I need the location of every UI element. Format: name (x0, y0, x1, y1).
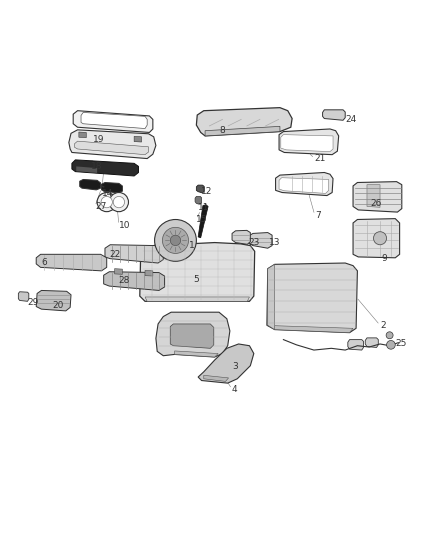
Polygon shape (281, 135, 333, 151)
Text: 9: 9 (381, 254, 387, 263)
Polygon shape (196, 185, 204, 193)
Text: 12: 12 (201, 187, 212, 196)
Polygon shape (195, 197, 201, 204)
Polygon shape (156, 312, 230, 357)
Circle shape (170, 235, 181, 246)
Polygon shape (81, 112, 147, 128)
Text: 21: 21 (315, 154, 326, 163)
Polygon shape (275, 326, 353, 333)
Text: 19: 19 (93, 135, 104, 144)
Polygon shape (155, 243, 197, 255)
Text: 18: 18 (91, 162, 102, 171)
Circle shape (155, 220, 196, 261)
Polygon shape (74, 141, 148, 155)
Circle shape (101, 197, 113, 208)
Polygon shape (170, 324, 214, 349)
Polygon shape (353, 219, 399, 258)
Text: 27: 27 (95, 202, 106, 211)
Text: 15: 15 (196, 215, 208, 224)
Text: 24: 24 (345, 115, 357, 124)
Text: 28: 28 (118, 276, 129, 285)
Text: 26: 26 (371, 199, 382, 208)
Polygon shape (69, 130, 156, 158)
Text: 5: 5 (193, 275, 199, 284)
Polygon shape (102, 182, 122, 193)
Circle shape (110, 192, 128, 212)
Polygon shape (322, 110, 345, 120)
Text: 8: 8 (219, 126, 225, 135)
Text: 3: 3 (232, 362, 238, 371)
Polygon shape (367, 184, 380, 207)
Polygon shape (204, 375, 229, 382)
Polygon shape (196, 108, 292, 136)
Text: 29: 29 (28, 298, 39, 306)
Polygon shape (73, 111, 153, 133)
Polygon shape (145, 297, 250, 301)
Polygon shape (353, 182, 402, 212)
Circle shape (386, 332, 393, 339)
Polygon shape (134, 136, 141, 142)
Polygon shape (115, 269, 122, 274)
Text: 25: 25 (395, 340, 406, 349)
Polygon shape (140, 243, 254, 301)
Text: 7: 7 (315, 211, 321, 220)
Polygon shape (72, 160, 138, 176)
Polygon shape (36, 254, 107, 271)
Polygon shape (232, 230, 251, 244)
Text: 4: 4 (232, 385, 238, 394)
Circle shape (387, 341, 395, 349)
Polygon shape (276, 173, 333, 196)
Polygon shape (145, 270, 153, 276)
Polygon shape (365, 338, 378, 348)
Polygon shape (279, 177, 328, 193)
Polygon shape (198, 205, 208, 238)
Text: 23: 23 (249, 238, 260, 247)
Text: 10: 10 (119, 221, 131, 230)
Polygon shape (267, 263, 357, 333)
Text: 1: 1 (188, 241, 194, 250)
Text: 20: 20 (53, 301, 64, 310)
Circle shape (97, 192, 116, 212)
Circle shape (374, 232, 387, 245)
Text: 6: 6 (42, 257, 47, 266)
Polygon shape (80, 180, 101, 190)
Text: 14: 14 (102, 189, 113, 198)
Text: 13: 13 (269, 238, 281, 247)
Text: 2: 2 (380, 321, 385, 330)
Polygon shape (249, 232, 272, 248)
Polygon shape (268, 264, 275, 329)
Polygon shape (105, 245, 163, 263)
Polygon shape (18, 292, 29, 301)
Polygon shape (175, 351, 218, 357)
Polygon shape (104, 272, 165, 290)
Polygon shape (76, 166, 97, 173)
Polygon shape (279, 129, 339, 155)
Polygon shape (348, 340, 364, 350)
Polygon shape (36, 290, 71, 311)
Polygon shape (198, 344, 254, 383)
Circle shape (162, 228, 188, 254)
Text: 11: 11 (198, 203, 210, 212)
Polygon shape (205, 126, 280, 136)
Text: 22: 22 (110, 250, 120, 259)
Circle shape (113, 197, 124, 208)
Polygon shape (79, 132, 86, 138)
